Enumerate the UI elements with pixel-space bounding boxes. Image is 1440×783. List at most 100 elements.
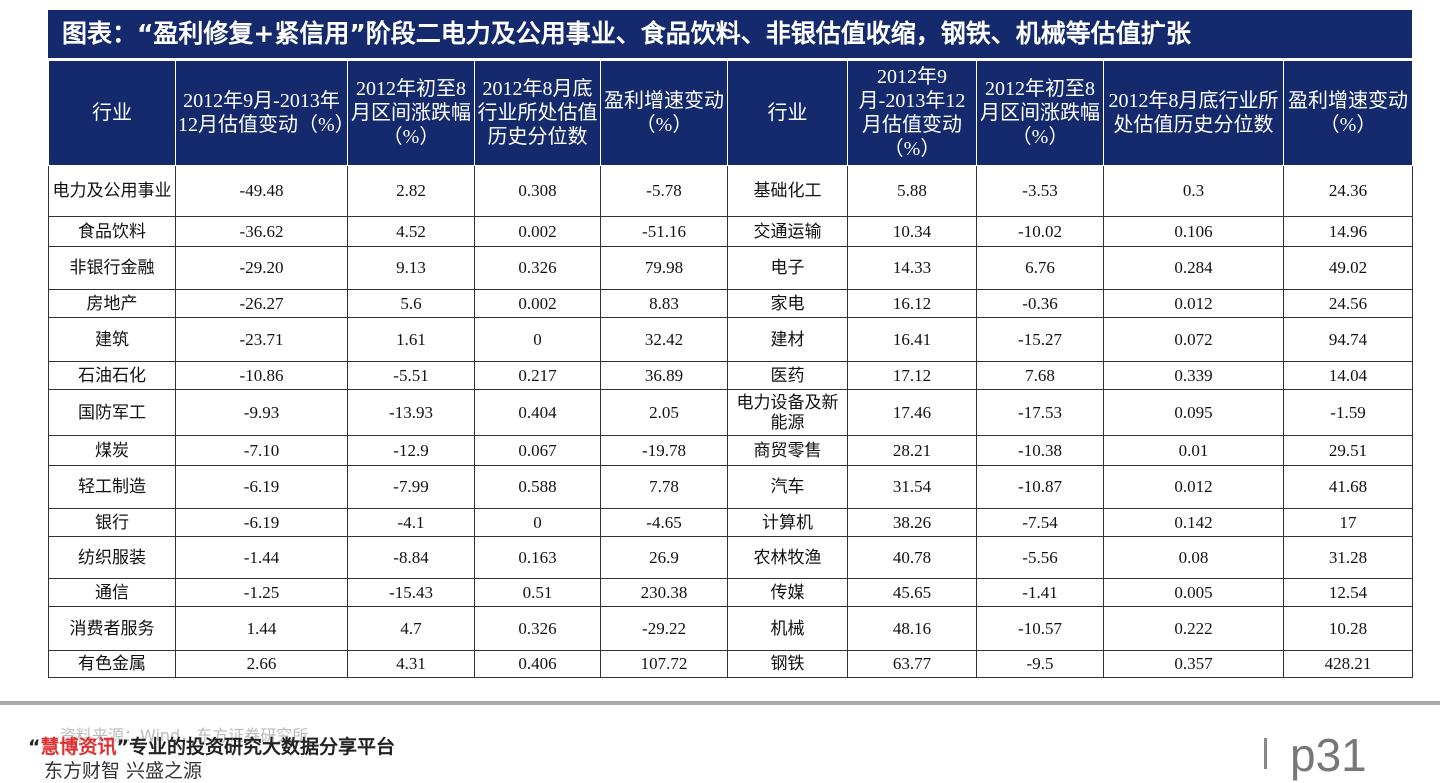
industry-cell: 商贸零售 <box>727 435 848 466</box>
value-cell: 4.31 <box>347 650 475 678</box>
value-cell: 32.42 <box>600 317 728 362</box>
value-cell: 17.12 <box>847 361 977 390</box>
value-cell: 79.98 <box>600 246 728 290</box>
industry-cell: 汽车 <box>727 465 848 509</box>
table-row: 石油石化 -10.86 -5.51 0.217 36.89 医药 17.12 7.68 0.33… <box>48 361 1413 390</box>
valuation-table: 行业 2012年9月-2013年12月估值变动（%） 2012年初至8月区间涨跌幅（… <box>48 60 1413 678</box>
value-cell: 1.61 <box>347 317 475 362</box>
motto: 东方财智 兴盛之源 <box>44 760 203 782</box>
industry-cell: 石油石化 <box>48 361 176 390</box>
industry-cell: 医药 <box>727 361 848 390</box>
value-cell: 4.7 <box>347 606 475 651</box>
value-cell: -36.62 <box>175 216 348 247</box>
industry-cell: 家电 <box>727 289 848 318</box>
industry-cell: 建筑 <box>48 317 176 362</box>
value-cell: 17.46 <box>847 389 977 436</box>
value-cell: 0.222 <box>1103 606 1284 651</box>
industry-cell: 机械 <box>727 606 848 651</box>
value-cell: -7.54 <box>976 508 1104 537</box>
header-row: 行业 2012年9月-2013年12月估值变动（%） 2012年初至8月区间涨跌幅（… <box>48 60 1413 166</box>
industry-cell: 电子 <box>727 246 848 290</box>
column-header: 2012年9月-2013年12月估值变动（%） <box>175 60 355 166</box>
value-cell: 0.106 <box>1103 216 1284 247</box>
table-row: 电力及公用事业 -49.48 2.82 0.308 -5.78 基础化工 5.88 -3.53… <box>48 165 1413 217</box>
value-cell: 0.3 <box>1103 165 1284 217</box>
value-cell: -13.93 <box>347 389 475 436</box>
value-cell: 0.284 <box>1103 246 1284 290</box>
value-cell: -10.02 <box>976 216 1104 247</box>
value-cell: 4.52 <box>347 216 475 247</box>
source-note: 资料来源：Wind，东方证券研究所 <box>60 726 309 745</box>
value-cell: -0.36 <box>976 289 1104 318</box>
value-cell: 45.65 <box>847 578 977 607</box>
slogan: “慧博资讯”专业的投资研究大数据分享平台 <box>28 732 395 759</box>
value-cell: -12.9 <box>347 435 475 466</box>
column-header: 2012年8月底行业所处估值历史分位数 <box>1103 60 1284 166</box>
column-header: 行业 <box>48 60 176 166</box>
column-header: 2012年初至8月区间涨跌幅（%） <box>976 60 1104 166</box>
industry-cell: 电力及公用事业 <box>48 165 176 217</box>
value-cell: 9.13 <box>347 246 475 290</box>
industry-cell: 银行 <box>48 508 176 537</box>
table-row: 轻工制造 -6.19 -7.99 0.588 7.78 汽车 31.54 -10.87 0.01… <box>48 465 1413 509</box>
industry-cell: 通信 <box>48 578 176 607</box>
value-cell: 0.163 <box>474 536 601 579</box>
value-cell: 0.308 <box>474 165 601 217</box>
value-cell: 0.067 <box>474 435 601 466</box>
value-cell: 31.54 <box>847 465 977 509</box>
page-number: p31 <box>1290 729 1367 781</box>
industry-cell: 有色金属 <box>48 650 176 678</box>
value-cell: -10.38 <box>976 435 1104 466</box>
table-row: 有色金属 2.66 4.31 0.406 107.72 钢铁 63.77 -9.5 0.357 4… <box>48 650 1413 678</box>
value-cell: -1.41 <box>976 578 1104 607</box>
industry-cell: 钢铁 <box>727 650 848 678</box>
value-cell: -49.48 <box>175 165 348 217</box>
value-cell: 0.142 <box>1103 508 1284 537</box>
value-cell: 0.012 <box>1103 465 1284 509</box>
value-cell: 24.36 <box>1283 165 1413 217</box>
value-cell: 1.44 <box>175 606 348 651</box>
value-cell: -1.59 <box>1283 389 1413 436</box>
value-cell: 0.002 <box>474 289 601 318</box>
value-cell: -4.1 <box>347 508 475 537</box>
value-cell: 29.51 <box>1283 435 1413 466</box>
table-row: 国防军工 -9.93 -13.93 0.404 2.05 电力设备及新能源 17.46 -17… <box>48 389 1413 436</box>
industry-cell: 房地产 <box>48 289 176 318</box>
industry-cell: 建材 <box>727 317 848 362</box>
column-header: 2012年9月-2013年12月估值变动（%） <box>847 60 977 166</box>
value-cell: 0.339 <box>1103 361 1284 390</box>
value-cell: -3.53 <box>976 165 1104 217</box>
value-cell: -4.65 <box>600 508 728 537</box>
industry-cell: 煤炭 <box>48 435 176 466</box>
value-cell: -15.43 <box>347 578 475 607</box>
industry-cell: 消费者服务 <box>48 606 176 651</box>
value-cell: 0.51 <box>474 578 601 607</box>
value-cell: 428.21 <box>1283 650 1413 678</box>
value-cell: 38.26 <box>847 508 977 537</box>
column-header: 盈利增速变动（%） <box>600 60 728 166</box>
value-cell: -26.27 <box>175 289 348 318</box>
value-cell: 10.28 <box>1283 606 1413 651</box>
value-cell: -9.5 <box>976 650 1104 678</box>
value-cell: -23.71 <box>175 317 348 362</box>
value-cell: -8.84 <box>347 536 475 579</box>
value-cell: 26.9 <box>600 536 728 579</box>
value-cell: 12.54 <box>1283 578 1413 607</box>
value-cell: -1.44 <box>175 536 348 579</box>
value-cell: 5.88 <box>847 165 977 217</box>
value-cell: -10.57 <box>976 606 1104 651</box>
table-row: 煤炭 -7.10 -12.9 0.067 -19.78 商贸零售 28.21 -10.38 0.… <box>48 435 1413 466</box>
slogan-part: “ <box>28 736 41 758</box>
value-cell: 5.6 <box>347 289 475 318</box>
value-cell: 0.326 <box>474 246 601 290</box>
value-cell: -51.16 <box>600 216 728 247</box>
value-cell: 0.357 <box>1103 650 1284 678</box>
value-cell: 17 <box>1283 508 1413 537</box>
column-header: 2012年初至8月区间涨跌幅（%） <box>347 60 475 166</box>
industry-cell: 电力设备及新能源 <box>727 389 848 436</box>
value-cell: 2.05 <box>600 389 728 436</box>
table-row: 通信 -1.25 -15.43 0.51 230.38 传媒 45.65 -1.41 0.005… <box>48 578 1413 607</box>
value-cell: 41.68 <box>1283 465 1413 509</box>
value-cell: 6.76 <box>976 246 1104 290</box>
